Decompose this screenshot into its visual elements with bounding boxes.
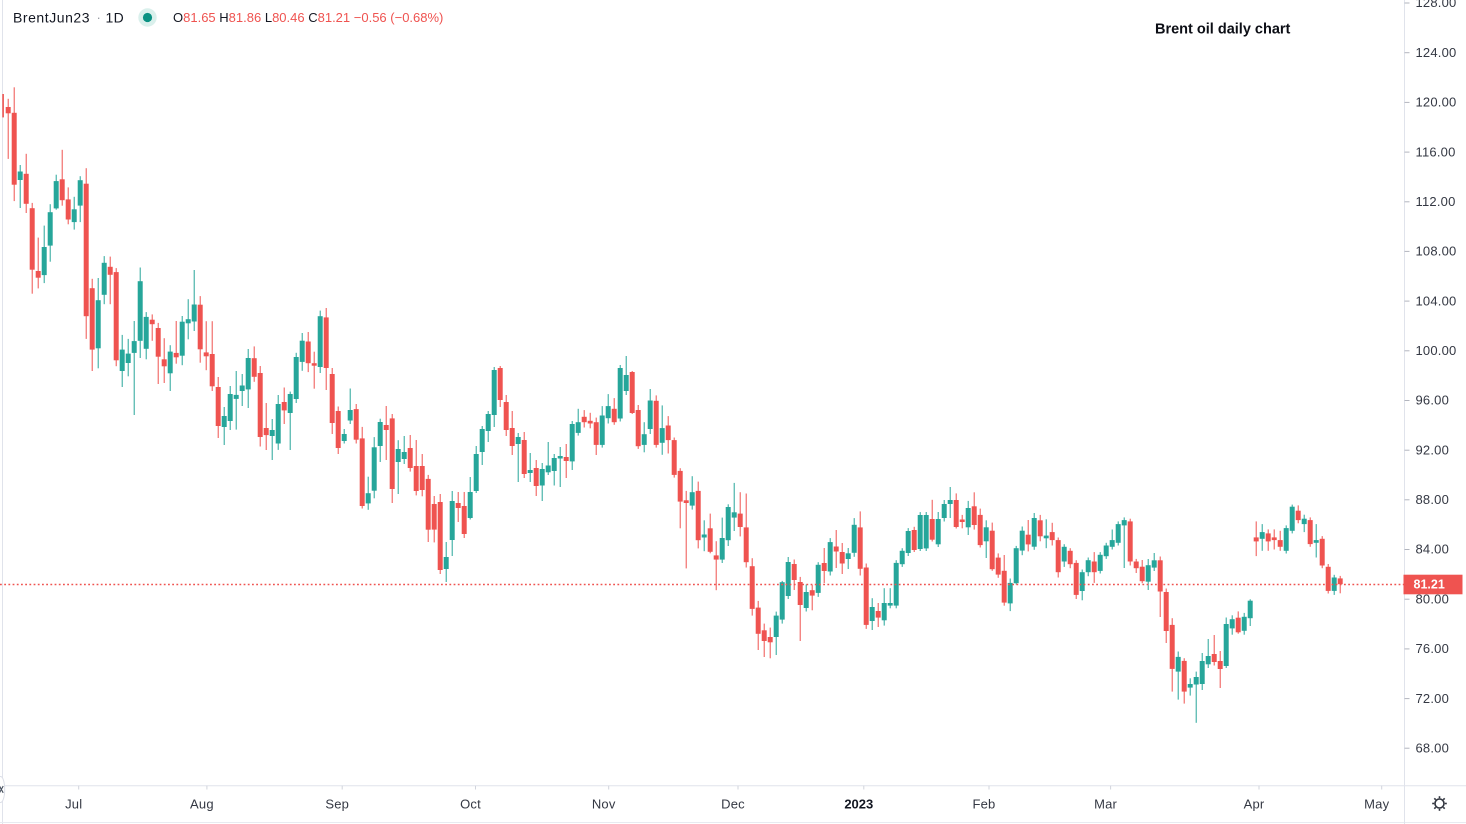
- svg-text:Aug: Aug: [190, 797, 214, 812]
- svg-text:68.00: 68.00: [1416, 740, 1450, 755]
- svg-text:96.00: 96.00: [1416, 393, 1450, 408]
- svg-text:108.00: 108.00: [1416, 244, 1457, 259]
- svg-text:Mar: Mar: [1094, 797, 1117, 812]
- svg-text:Dec: Dec: [721, 797, 745, 812]
- svg-text:2023: 2023: [844, 797, 873, 812]
- svg-text:81.21: 81.21: [1414, 578, 1445, 592]
- svg-text:116.00: 116.00: [1416, 144, 1456, 159]
- svg-text:Nov: Nov: [592, 797, 616, 812]
- svg-text:120.00: 120.00: [1416, 95, 1457, 110]
- svg-text:88.00: 88.00: [1416, 492, 1450, 507]
- svg-text:80.00: 80.00: [1416, 591, 1450, 606]
- svg-text:92.00: 92.00: [1416, 442, 1450, 457]
- svg-text:May: May: [1364, 797, 1389, 812]
- svg-text:Brent oil daily chart: Brent oil daily chart: [1155, 22, 1291, 38]
- svg-text:128.00: 128.00: [1416, 0, 1457, 10]
- svg-text:104.00: 104.00: [1416, 293, 1457, 308]
- svg-text:·: ·: [97, 10, 101, 25]
- svg-text:Jul: Jul: [65, 797, 82, 812]
- svg-text:76.00: 76.00: [1416, 641, 1450, 656]
- svg-text:O81.65 H81.86 L80.46 C81.21 −0: O81.65 H81.86 L80.46 C81.21 −0.56 (−0.68…: [173, 10, 443, 25]
- svg-text:100.00: 100.00: [1416, 343, 1457, 358]
- svg-text:Sep: Sep: [325, 797, 349, 812]
- svg-text:1D: 1D: [106, 10, 125, 26]
- svg-text:Apr: Apr: [1244, 797, 1265, 812]
- svg-text:BrentJun23: BrentJun23: [13, 10, 90, 26]
- svg-text:112.00: 112.00: [1416, 194, 1456, 209]
- svg-text:Oct: Oct: [460, 797, 481, 812]
- svg-text:84.00: 84.00: [1416, 542, 1450, 557]
- svg-text:124.00: 124.00: [1416, 45, 1457, 60]
- svg-text:Feb: Feb: [972, 797, 995, 812]
- svg-text:72.00: 72.00: [1416, 691, 1450, 706]
